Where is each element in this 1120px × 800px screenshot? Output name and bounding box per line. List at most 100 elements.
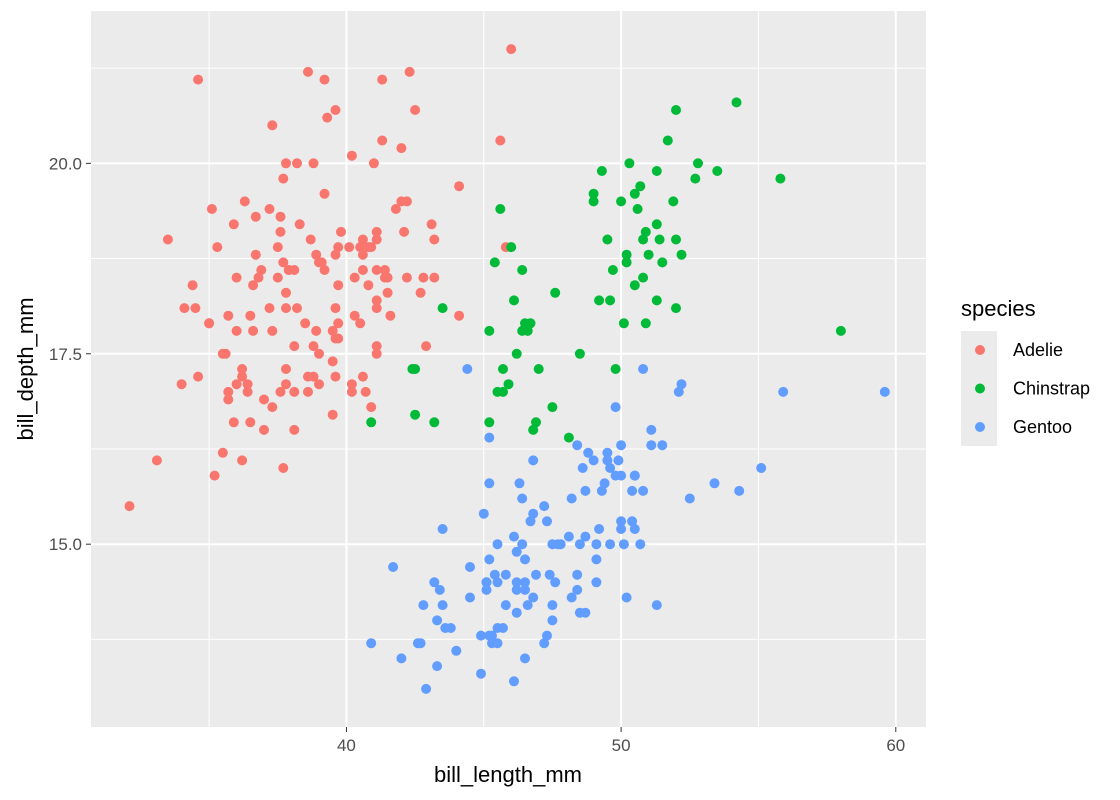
data-point-adelie	[231, 379, 242, 390]
data-point-chinstrap	[410, 364, 421, 374]
data-point-adelie	[371, 303, 382, 314]
data-point-chinstrap	[651, 166, 662, 176]
legend-key-adelie	[975, 345, 985, 355]
data-point-chinstrap	[489, 257, 500, 268]
data-point-chinstrap	[651, 295, 662, 306]
data-point-chinstrap	[621, 257, 632, 268]
data-point-gentoo	[580, 485, 591, 496]
data-point-chinstrap	[651, 219, 662, 230]
legend-key-gentoo	[975, 422, 985, 432]
data-point-chinstrap	[624, 158, 635, 169]
data-point-adelie	[250, 211, 261, 222]
data-point-chinstrap	[498, 364, 508, 374]
data-point-adelie	[327, 409, 338, 420]
data-point-adelie	[220, 348, 231, 359]
data-point-adelie	[253, 272, 264, 283]
data-point-gentoo	[684, 493, 695, 504]
data-point-gentoo	[627, 485, 638, 496]
data-point-chinstrap	[588, 188, 599, 199]
data-point-adelie	[415, 287, 426, 298]
data-point-adelie	[228, 417, 239, 428]
data-point-adelie	[410, 105, 421, 115]
data-point-chinstrap	[484, 325, 495, 336]
data-point-chinstrap	[429, 417, 440, 428]
data-point-adelie	[336, 226, 346, 237]
data-point-chinstrap	[588, 196, 599, 207]
data-point-adelie	[193, 371, 204, 382]
data-point-chinstrap	[509, 295, 519, 306]
data-point-chinstrap	[638, 234, 649, 245]
data-point-gentoo	[734, 485, 745, 496]
data-point-adelie	[322, 112, 333, 123]
data-point-adelie	[303, 386, 313, 397]
data-point-gentoo	[517, 539, 528, 550]
data-point-adelie	[346, 150, 357, 161]
data-point-adelie	[333, 318, 344, 329]
data-point-gentoo	[437, 600, 448, 611]
data-point-adelie	[426, 219, 437, 230]
data-point-adelie	[209, 470, 220, 481]
data-point-chinstrap	[528, 424, 539, 435]
data-point-gentoo	[879, 386, 890, 397]
data-point-chinstrap	[640, 318, 651, 329]
data-point-gentoo	[487, 638, 497, 649]
data-point-chinstrap	[671, 234, 681, 245]
data-point-gentoo	[511, 607, 522, 618]
data-point-gentoo	[511, 546, 522, 557]
data-point-gentoo	[610, 402, 621, 413]
data-point-adelie	[308, 158, 319, 169]
data-point-adelie	[357, 234, 368, 245]
data-point-adelie	[212, 242, 223, 253]
data-point-chinstrap	[517, 265, 528, 275]
data-point-chinstrap	[731, 97, 742, 108]
data-point-adelie	[267, 120, 278, 131]
data-point-gentoo	[616, 440, 627, 451]
data-point-gentoo	[366, 638, 377, 649]
data-point-chinstrap	[629, 280, 640, 291]
data-point-gentoo	[563, 531, 574, 542]
data-point-adelie	[289, 386, 300, 397]
data-point-chinstrap	[594, 295, 605, 306]
legend: species Adelie Chinstrap Gentoo	[961, 296, 1090, 446]
data-point-gentoo	[489, 569, 500, 580]
series-gentoo	[366, 364, 890, 694]
y-tick-label: 15.0	[49, 535, 82, 554]
data-point-adelie	[267, 402, 278, 413]
data-point-gentoo	[451, 645, 462, 656]
data-point-gentoo	[583, 447, 594, 458]
data-point-adelie	[281, 158, 291, 169]
data-point-adelie	[401, 272, 412, 283]
data-point-gentoo	[465, 562, 475, 572]
data-point-adelie	[272, 242, 283, 253]
legend-label-chinstrap: Chinstrap	[1013, 379, 1090, 399]
data-point-adelie	[275, 386, 286, 397]
data-point-gentoo	[432, 661, 443, 672]
data-point-gentoo	[421, 683, 432, 694]
data-point-adelie	[333, 280, 344, 291]
x-tick-label: 60	[886, 736, 905, 755]
data-point-adelie	[204, 318, 215, 329]
data-point-chinstrap	[693, 158, 703, 169]
data-point-chinstrap	[668, 196, 679, 207]
data-point-adelie	[267, 325, 278, 336]
data-point-adelie	[242, 379, 253, 390]
data-point-gentoo	[629, 524, 640, 534]
data-point-chinstrap	[690, 173, 701, 184]
data-point-adelie	[330, 249, 341, 260]
data-point-chinstrap	[662, 135, 673, 146]
data-point-adelie	[333, 242, 344, 253]
data-point-adelie	[390, 204, 401, 214]
data-point-chinstrap	[629, 188, 640, 199]
data-point-gentoo	[646, 424, 657, 435]
data-point-adelie	[248, 325, 259, 336]
data-point-adelie	[349, 272, 360, 283]
data-point-gentoo	[465, 592, 475, 603]
data-point-chinstrap	[712, 166, 723, 176]
data-point-gentoo	[509, 676, 519, 687]
data-point-chinstrap	[517, 325, 528, 336]
legend-label-adelie: Adelie	[1013, 340, 1063, 360]
data-point-gentoo	[517, 493, 528, 504]
data-point-adelie	[377, 74, 388, 85]
data-point-chinstrap	[671, 105, 681, 115]
data-point-chinstrap	[410, 409, 421, 420]
